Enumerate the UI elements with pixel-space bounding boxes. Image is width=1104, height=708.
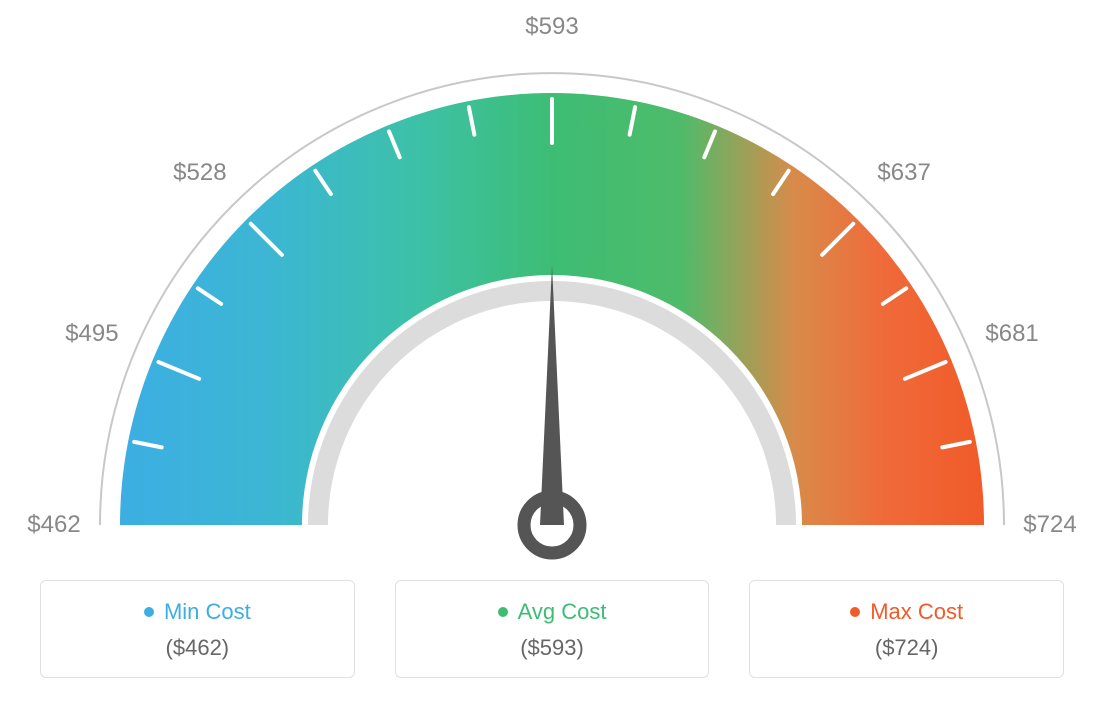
legend-dot-min [144, 607, 154, 617]
tick-label: $528 [173, 159, 226, 187]
tick-label: $462 [27, 511, 80, 539]
legend-dot-max [850, 607, 860, 617]
legend-label-min: Min Cost [164, 599, 251, 625]
legend-box-max: Max Cost ($724) [749, 580, 1064, 678]
tick-label: $724 [1023, 511, 1076, 539]
gauge-chart: $462 $495 $528 $593 $637 $681 $724 [0, 0, 1104, 560]
legend-title-min: Min Cost [144, 599, 251, 625]
tick-label: $637 [877, 159, 930, 187]
legend-box-avg: Avg Cost ($593) [395, 580, 710, 678]
legend-label-max: Max Cost [870, 599, 963, 625]
legend: Min Cost ($462) Avg Cost ($593) Max Cost… [0, 560, 1104, 708]
legend-title-max: Max Cost [850, 599, 963, 625]
legend-title-avg: Avg Cost [498, 599, 607, 625]
tick-label: $495 [65, 320, 118, 348]
legend-value-avg: ($593) [406, 635, 699, 661]
tick-label: $681 [985, 320, 1038, 348]
legend-box-min: Min Cost ($462) [40, 580, 355, 678]
tick-label: $593 [525, 13, 578, 41]
legend-value-min: ($462) [51, 635, 344, 661]
legend-label-avg: Avg Cost [518, 599, 607, 625]
gauge-svg [0, 0, 1104, 560]
legend-dot-avg [498, 607, 508, 617]
legend-value-max: ($724) [760, 635, 1053, 661]
